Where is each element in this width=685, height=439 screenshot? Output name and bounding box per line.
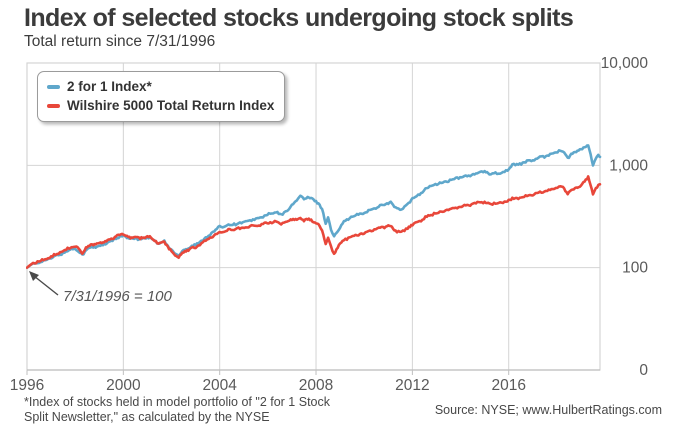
x-tick-label: 2000 (106, 377, 141, 394)
legend-swatch-blue-icon (47, 84, 60, 89)
source-credit: Source: NYSE; www.HulbertRatings.com (434, 403, 662, 417)
annotation-arrow (33, 275, 59, 296)
footnote-line-2: Split Newsletter," as calculated by the … (24, 409, 270, 424)
y-tick-label: 0 (639, 362, 648, 379)
legend-item-wilshire: Wilshire 5000 Total Return Index (47, 96, 274, 115)
footnote-line-1: *Index of stocks held in model portfolio… (24, 395, 330, 409)
series-line-wilshire (26, 175, 602, 269)
y-tick-label: 1,000 (609, 157, 648, 174)
legend-swatch-red-icon (47, 103, 60, 108)
y-tick-label: 100 (622, 260, 648, 277)
annotation-label: 7/31/1996 = 100 (63, 288, 172, 305)
series-line-2for1 (26, 144, 602, 269)
legend-label: Wilshire 5000 Total Return Index (67, 98, 275, 113)
x-tick-label: 1996 (10, 377, 44, 394)
page-subtitle: Total return since 7/31/1996 (24, 33, 216, 50)
legend: 2 for 1 Index* Wilshire 5000 Total Retur… (37, 71, 286, 122)
legend-item-2for1: 2 for 1 Index* (47, 77, 274, 96)
x-tick-label: 2004 (202, 377, 237, 394)
y-tick-label: 10,000 (601, 55, 649, 72)
x-tick-label: 2016 (491, 377, 525, 394)
annotation-arrowhead-icon (29, 271, 39, 281)
x-tick-label: 2008 (299, 377, 333, 394)
page-title: Index of selected stocks undergoing stoc… (24, 4, 574, 32)
x-tick-label: 2012 (395, 377, 429, 394)
legend-label: 2 for 1 Index* (67, 79, 152, 94)
footnote: *Index of stocks held in model portfolio… (24, 395, 330, 424)
